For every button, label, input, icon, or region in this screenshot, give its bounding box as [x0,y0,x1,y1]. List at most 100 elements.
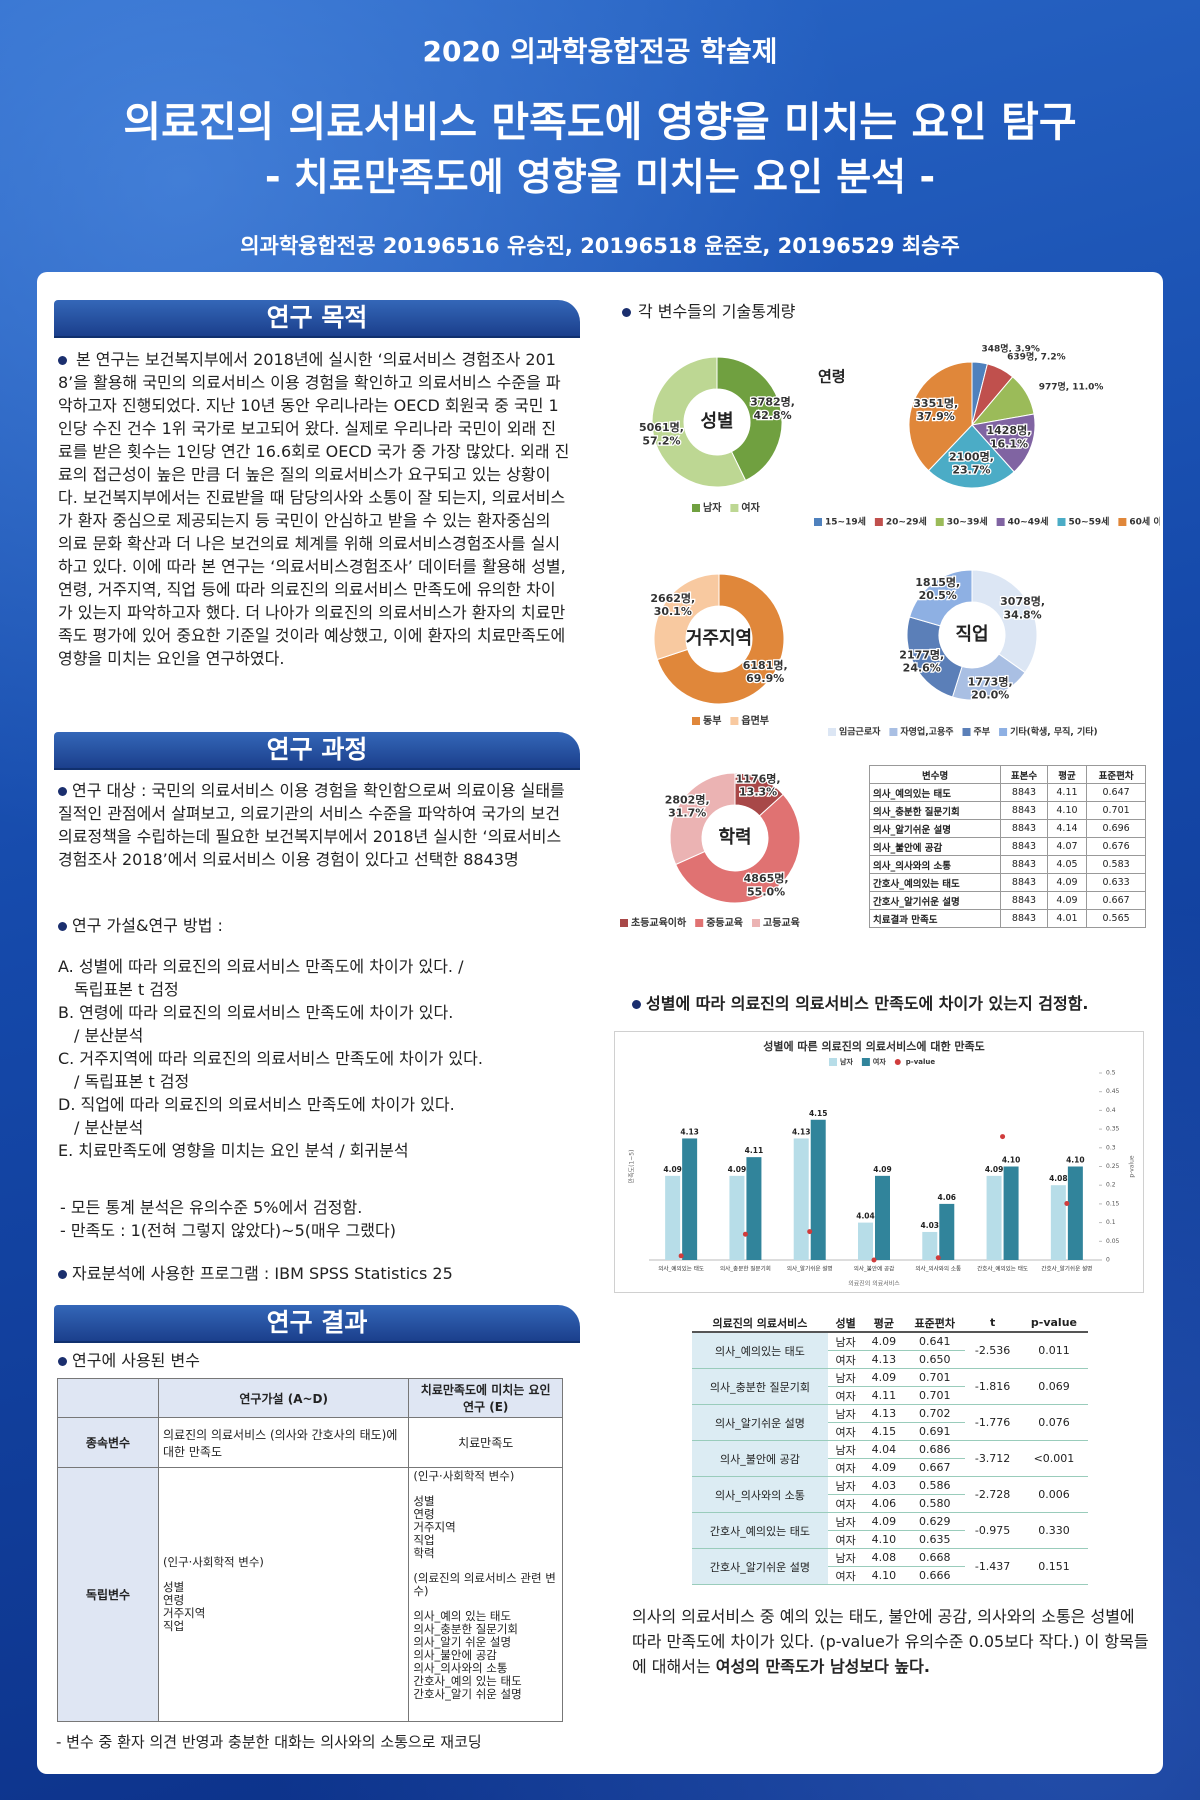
bar [939,1203,955,1260]
table-cell: 여자 [827,1422,864,1441]
data-label-part: 1176명, [736,771,781,785]
table-row: 의사_예의있는 태도 남자 4.09 0.641 -2.536 0.011 [692,1332,1088,1369]
data-label-part: 57.2% [642,434,680,447]
table-cell: -2.728 [965,1476,1020,1513]
table-cell: 0.565 [1086,909,1146,928]
data-label-part: 11.0% [1072,382,1103,392]
conclusion-text: 의사의 의료서비스 중 예의 있는 태도, 불안에 공감, 의사와의 소통은 성… [632,1607,1149,1676]
table-cell: 남자 [827,1332,864,1351]
bar-value-label: 4.10 [1002,1156,1021,1165]
legend-label: 50~59세 [1069,516,1110,528]
bar [793,1138,809,1260]
variable-item: 학력 [413,1546,435,1560]
table-cell: 의사_충분한 질문기회 [868,801,1002,820]
data-label: 6181명, 69.9% [743,658,788,685]
legend-marker [894,1059,901,1065]
table-cell: 8843 [1000,801,1048,820]
pie-slice [674,793,801,904]
data-label-part: 348명, [981,342,1012,354]
table-header-cell: p-value [1019,1314,1088,1333]
descriptive-table: 변수명 표본수 평균 표준편차 의사_예의있는 태도 8843 4.11 0.647 의사_충분… [868,765,1146,928]
variable-item: 간호사_알기 쉬운 설명 [413,1687,522,1701]
hypothesis-line: / 분산분석 [74,1026,144,1045]
data-label-part: 3.9% [1015,344,1040,354]
pie-slice [908,569,973,627]
table-cell: 4.09 [863,1368,905,1387]
table-cell: 4.11 [863,1386,905,1405]
table-cell: 여자 [827,1386,864,1405]
hypothesis-line: / 분산분석 [74,1118,144,1137]
legend-label: 기타(학생, 무직, 기타) [1010,726,1098,738]
table-cell: 0.151 [1019,1548,1088,1585]
variable-group: (인구·사회학적 변수) [413,1469,515,1483]
legend-marker [1057,518,1066,526]
data-label-part: 6181명, [743,658,788,672]
pie-slice [971,413,1036,473]
table-cell: 4.10 [863,1530,905,1549]
data-label-part: 7.2% [1041,352,1066,362]
pie-slice [656,573,785,705]
bar [986,1175,1002,1260]
hypothesis-heading: 연구 가설&연구 방법 : [72,916,223,935]
table-row: 의사_충분한 질문기회 8843 4.10 0.701 [868,801,1146,820]
table-cell: 0.583 [1086,855,1146,874]
bullet [622,308,631,317]
legend-marker [1118,518,1127,526]
x-axis-title: 의료진의 의료서비스 [848,1280,900,1288]
table-cell: 8843 [1000,783,1048,802]
legend-label: 15~19세 [825,516,866,528]
chart-title: 성별에 따른 의료진의 의료서비스에 대한 만족도 [763,1039,985,1053]
table-cell: 0.006 [1019,1476,1088,1513]
table-cell: 4.09 [863,1512,905,1531]
table-cell: 0.580 [904,1494,966,1513]
poster-subtitle: - 치료만족도에 영향을 미치는 요인 분석 - [264,155,936,199]
y2-tick-label: 0.1 [1106,1219,1116,1226]
table-header-cell: 변수명 [868,765,1002,784]
legend-label: 주부 [974,727,991,738]
y2-tick-label: 0.35 [1106,1126,1120,1133]
variable-item: 연령 [413,1507,435,1521]
bar-value-label: 4.11 [745,1146,764,1155]
bullet [632,1000,641,1009]
data-label-part: 1428명, [986,423,1031,437]
legend-label: 임금근로자 [839,726,881,738]
point [1064,1201,1070,1207]
pie-title: 거주지역 [686,628,752,649]
table-cell: 4.10 [1046,801,1088,820]
bullet [58,787,67,796]
table-row: 독립변수 (인구·사회학적 변수) 성별 연령 거주지역 직업 (인구·사회학적 변수) 성별… [57,1467,563,1722]
legend-label: 남자 [703,501,722,514]
legend-marker [874,518,883,526]
table-header-cell [57,1378,159,1418]
table-cell: 4.11 [1046,783,1088,802]
data-label: 1815명, 20.5% [915,575,960,602]
legend-marker [814,518,822,526]
x-tick-label: 의사_충분한 질문기회 [720,1265,771,1273]
variable-item: 의사_알기 쉬운 설명 [413,1635,512,1649]
data-label: 639명, 7.2% [1007,350,1065,362]
conclusion-emphasis: 여성의 만족도가 남성보다 높다. [715,1657,930,1676]
bar-value-label: 4.13 [680,1127,699,1136]
bar-value-label: 4.04 [856,1212,875,1221]
table-cell: (인구·사회학적 변수) 성별 연령 거주지역 직업 학력 (의료진의 의료서비스 관련 변… [408,1467,563,1722]
hypothesis-line: E. 치료만족도에 영향을 미치는 요인 분석 / 회귀분석 [58,1141,409,1160]
table-cell: 4.10 [863,1566,905,1585]
legend-marker [996,518,1005,526]
table-cell: 4.09 [1046,891,1088,910]
study-subject: 연구 대상 : 국민의 의료서비스 이용 경험을 확인함으로써 의료이용 실태를… [58,781,565,869]
table-cell: 4.07 [1046,837,1088,856]
pie-title: 학력 [718,826,751,848]
data-label-part: 2177명, [899,647,944,661]
table-cell: (인구·사회학적 변수) 성별 연령 거주지역 직업 [157,1467,410,1722]
table-cell: 0.667 [904,1458,966,1477]
table-cell: 0.666 [904,1566,966,1585]
table-cell: 남자 [827,1440,864,1459]
table-row: 여자 4.11 0.701 [692,1386,1088,1405]
bar-value-label: 4.13 [792,1127,811,1136]
data-label-part: 31.7% [668,807,706,820]
recode-note: - 변수 중 환자 의견 반영과 충분한 대화는 의사와의 소통으로 재코딩 [56,1733,482,1751]
bar [665,1175,681,1260]
legend-label: 여자 [873,1057,886,1066]
table-header-cell: 의료진의 의료서비스 [692,1314,828,1333]
